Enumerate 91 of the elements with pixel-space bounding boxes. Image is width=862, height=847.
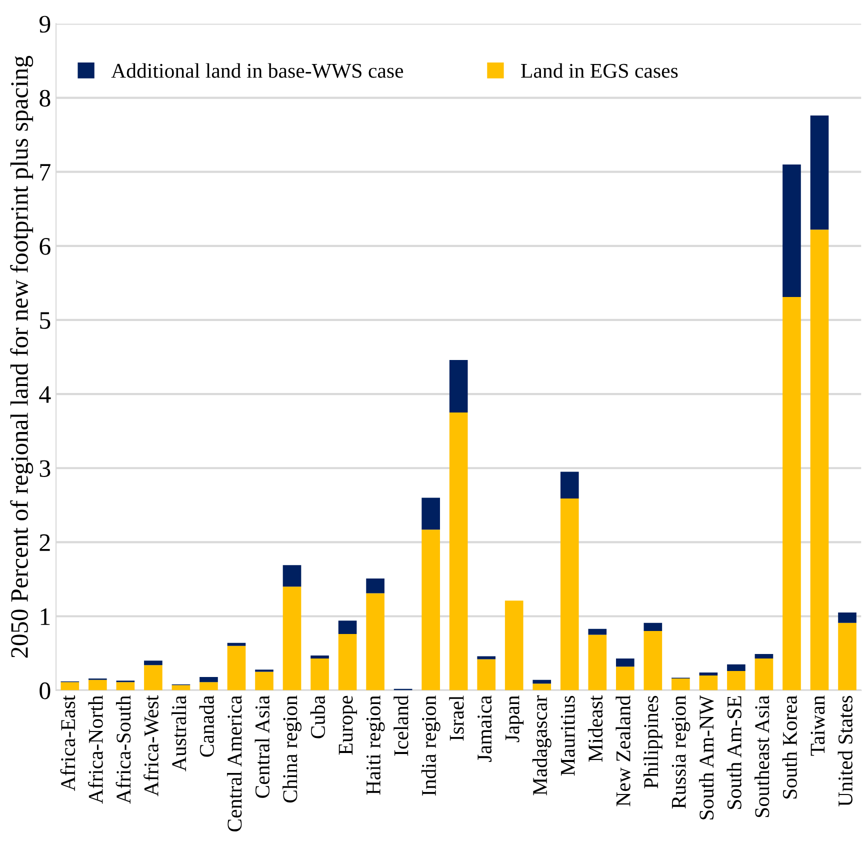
- y-tick-label: 4: [39, 386, 51, 403]
- bar: [532, 684, 552, 690]
- x-tick-label: South Korea: [782, 695, 797, 798]
- bar: [255, 672, 274, 690]
- bar: [560, 498, 579, 690]
- x-tick-label: Jamaica: [478, 695, 492, 762]
- bar: [422, 530, 440, 690]
- x-tick-label: Taiwan: [810, 695, 825, 756]
- y-tick-label: 1: [40, 608, 50, 625]
- bar: [727, 664, 746, 672]
- x-tick-label: Canada: [199, 695, 214, 757]
- x-tick-label: Africa-West: [144, 695, 159, 796]
- bar: [754, 654, 774, 658]
- x-tick-label: Cuba: [310, 695, 325, 738]
- x-tick-label: Israel: [449, 696, 464, 741]
- x-tick-label: Central America: [227, 695, 242, 832]
- y-tick-label: 7: [40, 164, 50, 181]
- y-tick-label: 9: [39, 16, 50, 33]
- bar: [477, 656, 496, 660]
- y-tick-label: 2: [40, 534, 50, 551]
- x-tick-label: Mideast: [588, 695, 603, 762]
- x-tick-label: South Am-SE: [726, 696, 742, 809]
- bar: [338, 634, 357, 690]
- x-tick-label: Europe: [338, 696, 357, 755]
- bar: [449, 412, 468, 690]
- x-tick-label: Southeast Asia: [754, 695, 770, 818]
- bar: [588, 634, 607, 690]
- bar: [560, 472, 579, 498]
- x-tick-label: India region: [421, 695, 440, 796]
- y-tick-label: 0: [40, 682, 50, 700]
- bar: [727, 671, 746, 690]
- bar: [449, 360, 468, 413]
- bar: [200, 676, 218, 682]
- bar: [838, 622, 856, 690]
- x-tick-label: South Am-NW: [699, 695, 714, 820]
- bar: [644, 622, 662, 632]
- x-tick-label: Iceland: [394, 695, 408, 756]
- bar: [366, 593, 384, 690]
- bar: [338, 620, 357, 634]
- bar: [310, 658, 329, 690]
- bar: [422, 498, 440, 530]
- bar: [699, 675, 718, 690]
- bar: [644, 631, 662, 690]
- bar: [782, 297, 801, 690]
- bar: [116, 682, 135, 690]
- y-tick-label: 6: [40, 238, 50, 255]
- bar: [810, 230, 829, 690]
- x-tick-label: Russia region: [672, 695, 690, 809]
- x-tick-label: Africa-North: [88, 695, 103, 804]
- legend-label: Additional land in base-WWS case: [111, 63, 404, 78]
- x-tick-label: Madagascar: [532, 695, 552, 796]
- y-axis-title: 2050 Percent of regional land for new footprint plus spacing: [10, 56, 34, 658]
- bar: [144, 660, 162, 666]
- bar: [310, 655, 329, 658]
- bar: [504, 600, 524, 690]
- x-tick-label: Haiti region: [366, 695, 385, 795]
- bar: [838, 612, 856, 623]
- bar: [588, 628, 607, 635]
- x-tick-label: Mauritius: [560, 696, 575, 776]
- bar: [282, 586, 302, 690]
- bar: [88, 680, 107, 690]
- bar: [616, 658, 634, 667]
- bar: [672, 678, 690, 690]
- x-tick-label: Australia: [172, 695, 186, 772]
- bar: [782, 164, 801, 298]
- legend-label: Land in EGS cases: [521, 63, 678, 78]
- bar: [144, 665, 162, 690]
- x-tick-label: New Zealand: [616, 695, 630, 806]
- bar: [616, 666, 634, 690]
- y-tick-label: 5: [40, 312, 50, 329]
- bar: [227, 642, 246, 646]
- bar: [532, 680, 552, 684]
- bar: [754, 658, 774, 690]
- x-tick-label: Philippines: [643, 696, 662, 788]
- bar: [477, 659, 496, 690]
- bar: [282, 565, 302, 587]
- bar: [366, 578, 384, 594]
- x-tick-label: Africa-East: [60, 695, 76, 791]
- y-tick-label: 8: [40, 90, 50, 107]
- y-tick-label: 3: [40, 460, 50, 478]
- bar: [172, 685, 190, 690]
- x-tick-label: Central Asia: [254, 695, 270, 798]
- x-tick-label: Japan: [505, 695, 524, 742]
- bar: [810, 116, 829, 230]
- bar: [699, 672, 718, 676]
- x-tick-label: United States: [838, 696, 852, 806]
- bar: [227, 646, 246, 690]
- bar: [60, 682, 80, 690]
- x-tick-label: Africa-South: [116, 695, 131, 804]
- bar: [200, 682, 218, 690]
- x-tick-label: China region: [282, 695, 302, 803]
